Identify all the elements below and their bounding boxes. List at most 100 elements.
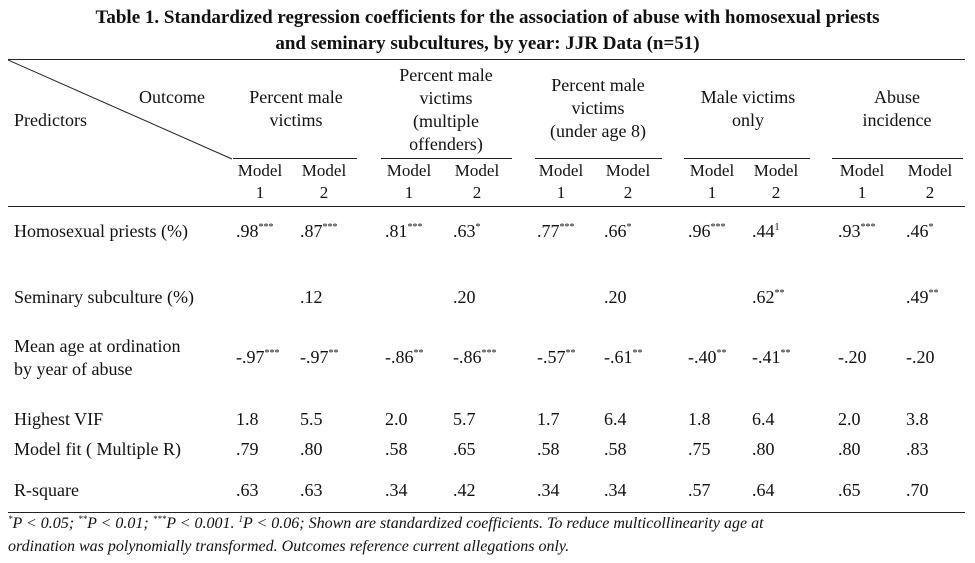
table-cell: .75 (688, 438, 711, 460)
table-cell: .66* (604, 220, 632, 242)
cell-value: .96 (688, 221, 711, 241)
cell-value: 6.4 (752, 409, 775, 429)
cell-value: -.20 (906, 347, 935, 367)
table-cell: .58 (604, 438, 627, 460)
corner-diagonal-line (8, 60, 233, 160)
cell-value: -.40 (688, 347, 717, 367)
cell-value: .77 (537, 221, 560, 241)
table-cell: .34 (604, 479, 627, 501)
cell-value: .42 (453, 480, 476, 500)
cell-value: .83 (906, 439, 929, 459)
fn-sym-2: ** (78, 514, 88, 524)
cell-value: .93 (838, 221, 861, 241)
cell-value: -.86 (385, 347, 414, 367)
cell-value: -.41 (752, 347, 781, 367)
significance-marker: ** (780, 348, 791, 359)
row-label: Model fit ( Multiple R) (14, 439, 181, 459)
cell-value: .58 (385, 439, 408, 459)
cell-value: .63 (236, 480, 259, 500)
row-label: Highest VIF (14, 409, 104, 429)
table-cell: .42 (453, 479, 476, 501)
outcome-header-2-line-3: (multiple (413, 111, 479, 131)
model-header-word: Model (907, 161, 953, 180)
table-cell: .79 (236, 438, 259, 460)
table-cell: .20 (604, 286, 627, 308)
table-cell: .34 (537, 479, 560, 501)
significance-marker: *** (258, 222, 274, 233)
model-header-word: Model (301, 161, 347, 180)
outcome-header-2-line-2: victims (419, 88, 473, 108)
table-cell: .57 (688, 479, 711, 501)
cell-value: 1.8 (236, 409, 259, 429)
cell-value: .44 (752, 221, 775, 241)
table-cell: .65 (838, 479, 861, 501)
table-cell: -.61** (604, 346, 643, 368)
cell-value: .75 (688, 439, 711, 459)
table-cell: -.41** (752, 346, 791, 368)
cell-value: 3.8 (906, 409, 929, 429)
cell-value: .34 (604, 480, 627, 500)
fn-sym-1: * (8, 514, 13, 524)
cell-value: 1.8 (688, 409, 711, 429)
cell-value: .80 (838, 439, 861, 459)
table-cell: -.20 (906, 346, 935, 368)
cell-value: -.97 (236, 347, 265, 367)
table-cell: 3.8 (906, 408, 929, 430)
table-cell: .64 (752, 479, 775, 501)
cell-value: 5.7 (453, 409, 476, 429)
significance-marker: 1 (774, 222, 780, 233)
cell-value: .58 (537, 439, 560, 459)
table-cell: -.97** (300, 346, 339, 368)
significance-marker: *** (481, 348, 497, 359)
cell-value: .79 (236, 439, 259, 459)
significance-marker: * (928, 222, 934, 233)
model-header-word: Model (237, 161, 283, 180)
table-cell: 1.8 (688, 408, 711, 430)
cell-value: .58 (604, 439, 627, 459)
cell-value: .64 (752, 480, 775, 500)
table-cell: .46* (906, 220, 934, 242)
outcome-header-4-line-1: Male victims (700, 87, 796, 107)
significance-marker: *** (559, 222, 575, 233)
table-cell: .62** (752, 286, 785, 308)
model-header-number: 2 (771, 183, 781, 202)
model-header-number: 1 (857, 183, 867, 202)
table-cell: .63 (236, 479, 259, 501)
table-cell: 6.4 (604, 408, 627, 430)
model-header-word: Model (605, 161, 651, 180)
cell-value: .20 (604, 287, 627, 307)
row-label: R-square (14, 480, 79, 500)
fn-text-3: P < 0.001. (166, 515, 239, 532)
fn-text-2: P < 0.01; (87, 515, 153, 532)
outcome-header-3-line-2: victims (571, 98, 625, 118)
outcome-header-1-line-2: victims (269, 110, 323, 130)
bottom-rule (8, 512, 965, 513)
cell-value: .12 (300, 287, 323, 307)
header-rule (8, 206, 965, 207)
significance-marker: ** (716, 348, 727, 359)
model-header-number: 2 (925, 183, 935, 202)
outcome-header-5-line-2: incidence (862, 110, 932, 130)
table-cell: .93*** (838, 220, 876, 242)
model-header-number: 1 (707, 183, 717, 202)
outcome-header-5-line-1: Abuse (874, 87, 920, 107)
table-cell: 1.8 (236, 408, 259, 430)
cell-value: -.86 (453, 347, 482, 367)
cell-value: .66 (604, 221, 627, 241)
corner-outcome-label: Outcome (139, 87, 205, 107)
cell-value: 6.4 (604, 409, 627, 429)
significance-marker: *** (322, 222, 338, 233)
cell-value: .87 (300, 221, 323, 241)
table-cell: .77*** (537, 220, 575, 242)
table-cell: 6.4 (752, 408, 775, 430)
cell-value: 2.0 (838, 409, 861, 429)
table-cell: .83 (906, 438, 929, 460)
table-cell: .20 (453, 286, 476, 308)
cell-value: -.97 (300, 347, 329, 367)
row-label: Seminary subculture (%) (14, 287, 194, 307)
fn-text-1: P < 0.05; (12, 515, 79, 532)
outcome-header-4-line-2: only (731, 110, 764, 130)
table-cell: 5.5 (300, 408, 323, 430)
cell-value: .81 (385, 221, 408, 241)
significance-marker: * (475, 222, 481, 233)
